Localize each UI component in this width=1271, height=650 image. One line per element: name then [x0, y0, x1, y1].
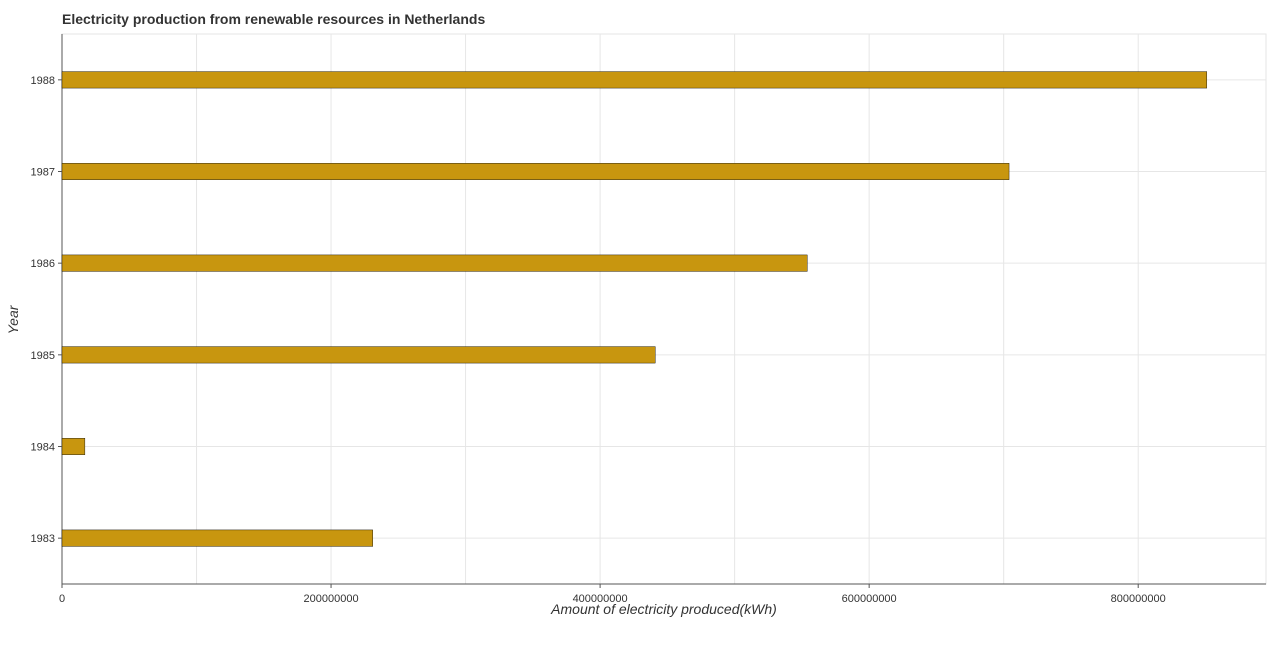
y-tick-label: 1985: [31, 350, 55, 362]
y-axis-title: Year: [5, 304, 21, 334]
x-axis-title: Amount of electricity produced(kWh): [550, 601, 777, 617]
bar-1983: [61, 529, 373, 547]
bar-1985: [61, 346, 656, 364]
y-tick-label: 1986: [31, 258, 55, 270]
grid: [61, 33, 1267, 585]
plot-frame: [61, 33, 1267, 585]
y-tick-label: 1988: [31, 75, 55, 87]
y-axis-ticks: 1983 1984 1985 1986 1987 1988: [31, 75, 62, 545]
x-tick-label: 200000000: [304, 593, 359, 605]
bar-1986: [61, 254, 808, 272]
y-tick-label: 1983: [31, 533, 55, 545]
y-tick-label: 1984: [31, 442, 55, 454]
bar-1988: [61, 71, 1208, 89]
x-axis-ticks: 0 200000000 400000000 600000000 800000000: [59, 584, 1166, 605]
bars: [61, 71, 1208, 547]
y-tick-label: 1987: [31, 167, 55, 179]
bar-1984: [61, 438, 86, 455]
x-tick-label: 800000000: [1111, 593, 1166, 605]
x-tick-label: 600000000: [842, 593, 897, 605]
bar-1987: [61, 163, 1010, 180]
x-tick-label: 0: [59, 593, 65, 605]
x-tick-label: 400000000: [573, 593, 628, 605]
chart-title: Electricity production from renewable re…: [62, 11, 485, 27]
